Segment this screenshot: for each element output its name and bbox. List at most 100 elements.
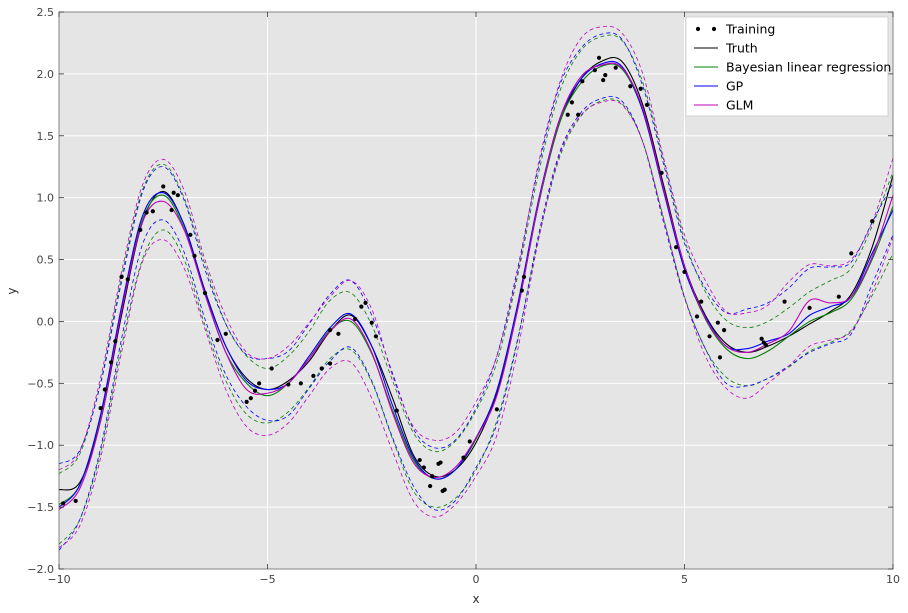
training-point — [359, 304, 364, 309]
training-point — [430, 474, 435, 479]
training-point — [269, 366, 274, 371]
training-point — [707, 334, 712, 339]
training-point — [73, 498, 78, 504]
training-point — [175, 193, 180, 198]
training-point — [694, 314, 700, 319]
training-point — [61, 501, 66, 506]
legend-marker-training-a — [695, 26, 701, 32]
training-point — [417, 457, 422, 463]
training-point — [311, 373, 316, 379]
training-point — [763, 342, 768, 348]
y-tick-label: 0.0 — [37, 315, 55, 328]
training-point — [596, 55, 602, 60]
training-point — [223, 331, 228, 336]
legend-label-gp: GP — [726, 79, 744, 94]
y-tick-label: 1.0 — [37, 192, 55, 205]
training-point — [569, 100, 575, 105]
training-point — [494, 407, 499, 412]
legend-label-bayesian-linear-regression: Bayesian linear regression — [726, 60, 891, 75]
training-point — [244, 399, 249, 404]
confidence-band-9 — [58, 100, 894, 549]
training-point — [102, 387, 107, 392]
series-layer — [58, 25, 894, 551]
training-point — [461, 455, 466, 460]
training-point — [369, 320, 374, 325]
training-point — [699, 299, 704, 304]
y-tick-label: 1.5 — [37, 130, 55, 143]
training-point — [394, 408, 399, 413]
training-point — [603, 73, 608, 78]
legend-marker-training-b — [711, 26, 717, 32]
y-tick-label: 0.5 — [37, 254, 55, 267]
training-point — [138, 227, 143, 232]
x-tick-label: 10 — [886, 573, 900, 586]
training-point — [327, 361, 333, 366]
training-point — [257, 381, 262, 386]
glm-line — [58, 62, 894, 511]
x-tick-label: −5 — [259, 573, 275, 586]
training-point — [565, 112, 570, 117]
training-point — [467, 439, 472, 444]
confidence-band-6 — [58, 32, 894, 465]
y-tick-label: 2.0 — [37, 68, 55, 81]
training-point — [807, 305, 812, 310]
training-point — [601, 77, 606, 83]
tick-labels: −10 −5 0 5 10 −2.0 −1.5 −1.0 −0.5 0.0 0.5 1.0 1.5 2.0… — [27, 6, 900, 586]
training-point — [252, 388, 258, 393]
training-point — [109, 360, 114, 365]
y-tick-label: 2.5 — [37, 6, 55, 19]
training-point — [576, 112, 581, 117]
training-point — [336, 331, 341, 336]
training-point — [202, 290, 208, 296]
y-tick-label: −1.5 — [27, 501, 54, 514]
training-point — [592, 68, 597, 73]
training-point — [659, 170, 664, 176]
training-point — [682, 269, 687, 275]
training-points — [61, 55, 875, 506]
x-tick-label: 0 — [473, 573, 480, 586]
training-point — [428, 483, 433, 489]
confidence-band-8 — [58, 25, 894, 471]
training-point — [782, 299, 787, 304]
training-point — [836, 294, 841, 299]
training-point — [144, 210, 149, 215]
training-point — [580, 79, 585, 84]
training-point — [373, 334, 379, 339]
axes — [58, 11, 894, 570]
training-point — [722, 328, 727, 333]
x-axis-label: x — [472, 592, 479, 606]
training-point — [286, 382, 291, 387]
training-point — [438, 460, 443, 465]
training-point — [638, 86, 643, 91]
training-point — [870, 219, 875, 224]
training-point — [248, 396, 253, 401]
training-point — [759, 336, 764, 341]
training-point — [442, 487, 447, 492]
legend-label-glm: GLM — [726, 98, 753, 113]
training-point — [125, 277, 130, 282]
training-point — [674, 245, 679, 250]
training-point — [192, 253, 197, 258]
training-point — [849, 251, 854, 256]
training-point — [613, 65, 618, 70]
legend-box — [685, 16, 889, 117]
legend-label-truth: Truth — [725, 41, 758, 56]
y-tick-label: −2.0 — [27, 563, 54, 576]
training-point — [644, 102, 650, 107]
y-axis-label: y — [5, 287, 19, 294]
training-point — [717, 355, 723, 360]
training-point — [421, 465, 426, 470]
training-point — [169, 207, 174, 213]
training-point — [298, 381, 303, 386]
training-point — [98, 405, 103, 411]
x-tick-label: 5 — [681, 573, 688, 586]
confidence-band-7 — [58, 96, 894, 551]
legend-label-training: Training — [725, 22, 775, 37]
training-point — [352, 316, 358, 322]
training-point — [119, 274, 124, 279]
training-point — [327, 328, 333, 333]
y-tick-label: −1.0 — [27, 439, 54, 452]
x-tick-label: −10 — [47, 573, 70, 586]
